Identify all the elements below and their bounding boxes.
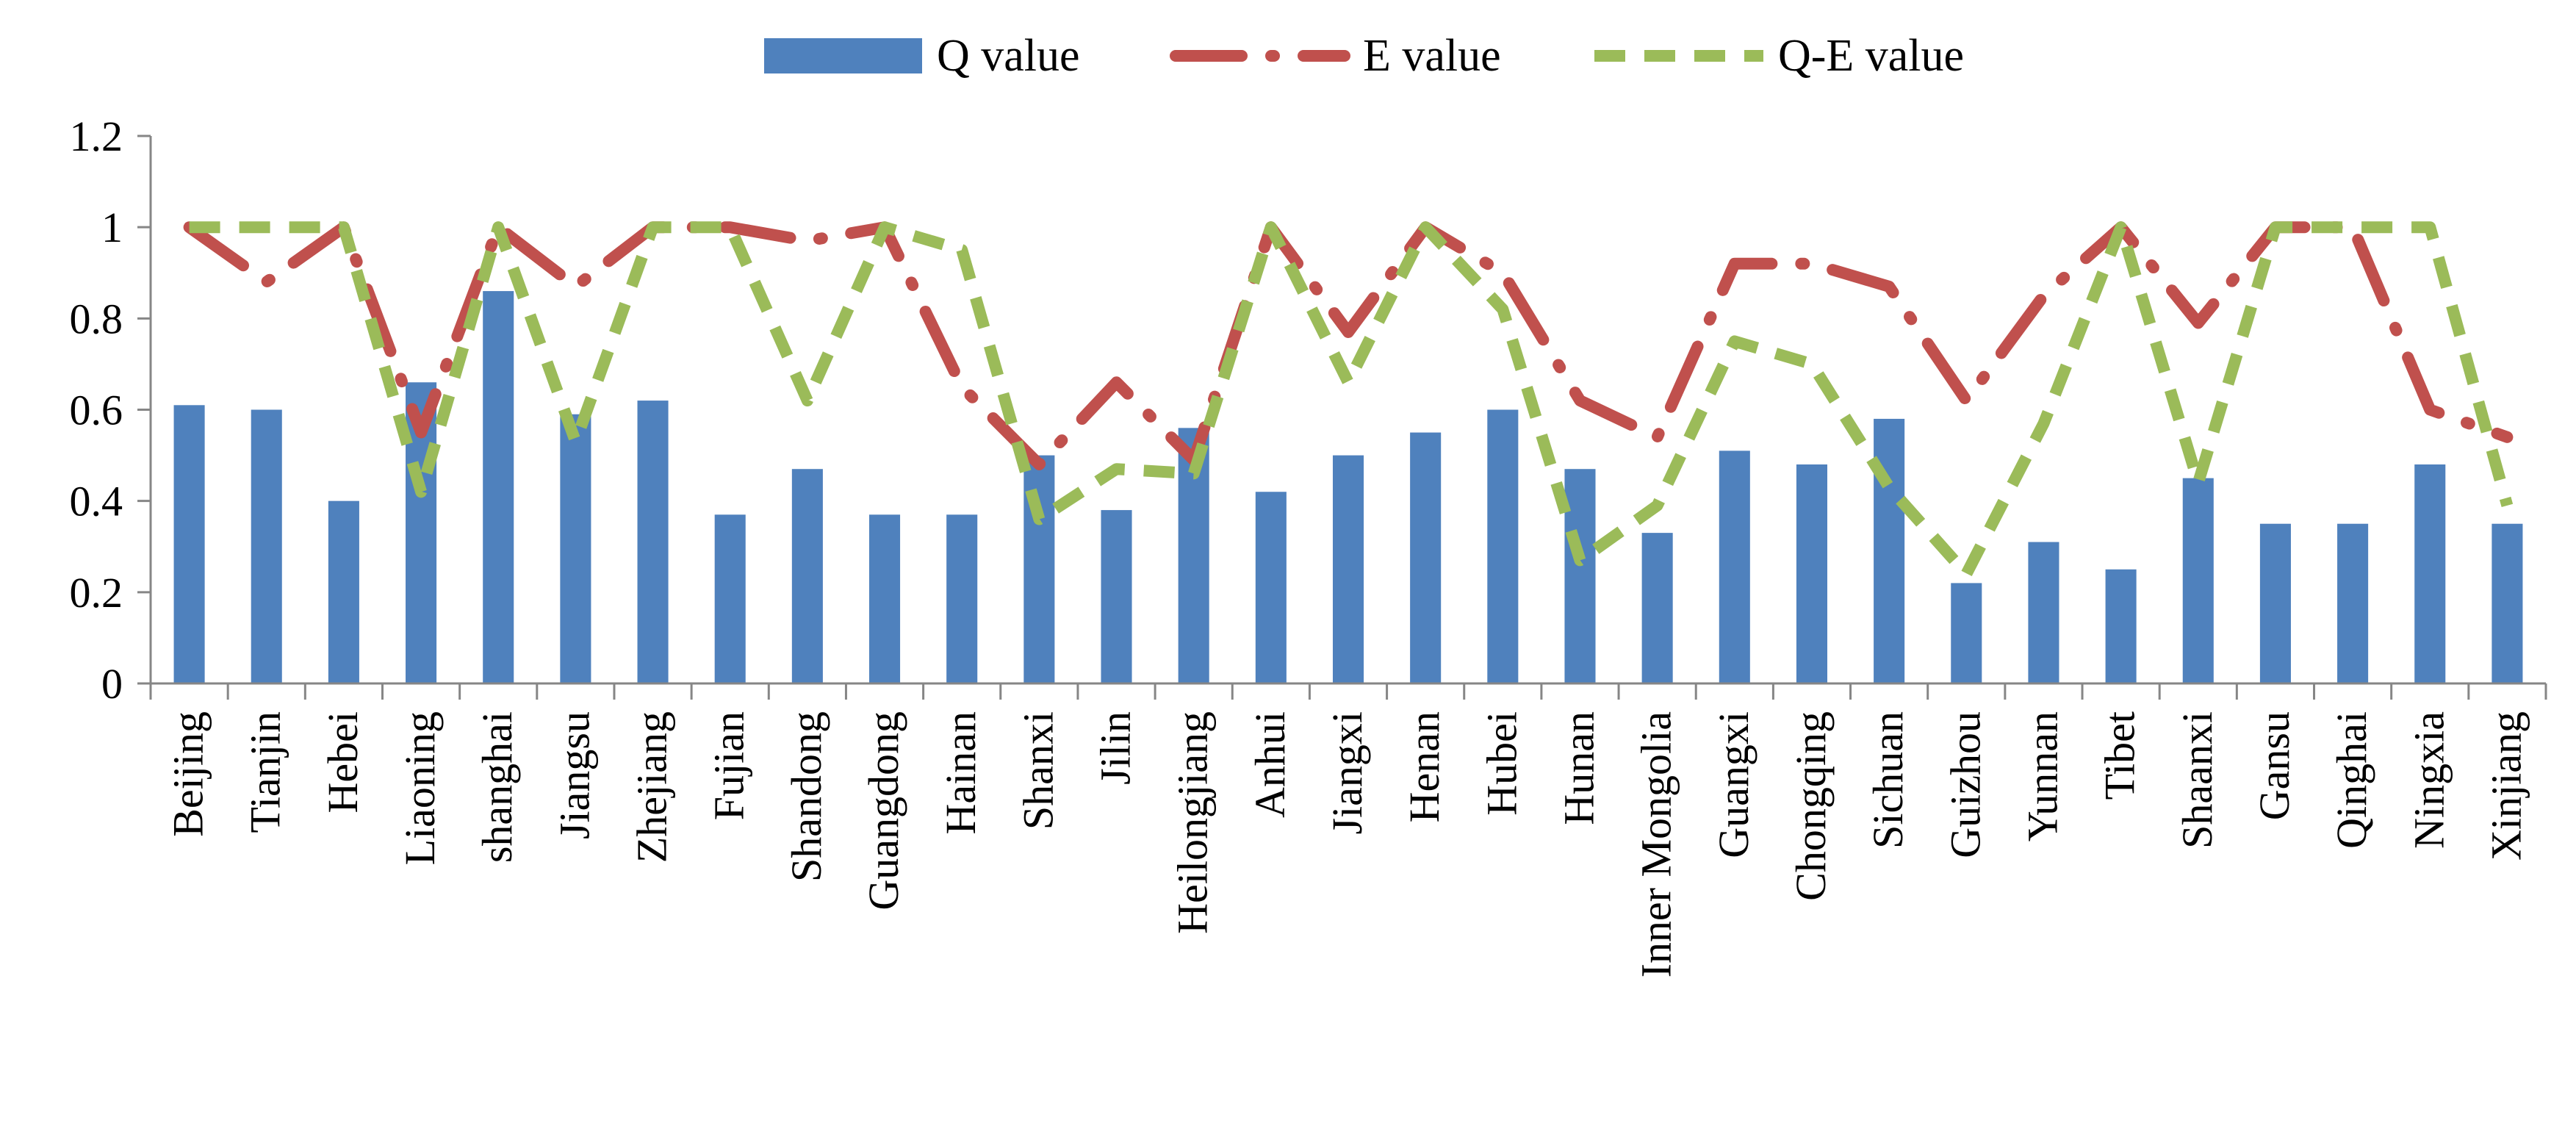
bar-zhejiang xyxy=(637,401,669,683)
x-tick-label-heilongjiang: Heilongjiang xyxy=(1169,711,1217,934)
y-tick-label: 0.2 xyxy=(70,569,123,617)
x-tick-label-henan: Henan xyxy=(1400,711,1448,822)
bar-series-q-value xyxy=(173,291,2523,683)
x-tick-label-guangxi: Guangxi xyxy=(1710,711,1757,858)
x-tick-label-qinghai: Qinghai xyxy=(2328,711,2375,849)
bar-qinghai xyxy=(2337,523,2369,683)
x-tick-label-jiangsu: Jiangsu xyxy=(550,711,598,839)
bar-inner-mongolia xyxy=(1641,533,1673,683)
legend-item-e-value: E value xyxy=(1170,31,1501,81)
legend-item-q-value: Q value xyxy=(764,31,1080,81)
x-tick-label-shanghai: shanghai xyxy=(473,711,521,863)
x-tick-label-fujian: Fujian xyxy=(705,711,753,820)
x-tick-label-hainan: Hainan xyxy=(937,711,985,835)
bar-gansu xyxy=(2259,523,2291,683)
bar-chongqing xyxy=(1796,464,1827,683)
y-tick-label: 0.6 xyxy=(70,387,123,434)
bar-tibet xyxy=(2105,569,2137,683)
bar-hunan xyxy=(1564,469,1596,683)
x-axis: Beijing Tianjin Hebei Liaoning shanghai Jiang… xyxy=(149,682,2547,977)
y-tick-label: 0.8 xyxy=(70,295,123,342)
x-tick-label-tianjin: Tianjin xyxy=(242,711,289,833)
bar-beijing xyxy=(173,405,205,683)
bar-shandong xyxy=(791,469,823,683)
y-axis: 0 0.2 0.4 0.6 0.8 1 1.2 xyxy=(70,112,152,708)
x-tick-label-chongqing: Chongqing xyxy=(1787,711,1835,901)
bar-yunnan xyxy=(2028,542,2059,683)
x-tick-label-jiangxi: Jiangxi xyxy=(1323,711,1371,835)
bar-guangxi xyxy=(1719,450,1750,683)
bar-xinjiang xyxy=(2492,523,2523,683)
line-series xyxy=(183,221,2514,580)
bar-ningxia xyxy=(2414,464,2446,683)
bar-tianjin xyxy=(251,409,282,683)
x-tick-label-gansu: Gansu xyxy=(2251,711,2298,820)
bar-hainan xyxy=(946,514,978,683)
bar-jilin xyxy=(1101,510,1132,683)
bar-hubei xyxy=(1487,409,1519,683)
x-tick-label-hubei: Hubei xyxy=(1478,711,1525,816)
x-tick-label-anhui: Anhui xyxy=(1246,711,1294,818)
legend-label: E value xyxy=(1363,31,1501,81)
bar-sichuan xyxy=(1874,418,1905,683)
x-tick-label-liaoning: Liaoning xyxy=(396,711,444,865)
x-tick-label-sichuan: Sichuan xyxy=(1864,711,1912,849)
x-tick-label-xinjiang: Xinjiang xyxy=(2482,711,2530,861)
x-tick-label-shaanxi: Shaanxi xyxy=(2173,711,2221,849)
x-tick-label-jilin: Jilin xyxy=(1092,711,1140,785)
x-tick-label-inner-mongolia: Inner Mongolia xyxy=(1633,711,1680,977)
bar-shaanxi xyxy=(2182,478,2214,683)
x-tick-label-shanxi: Shanxi xyxy=(1014,711,1062,830)
x-tick-label-guangdong: Guangdong xyxy=(860,711,907,911)
bar-henan xyxy=(1410,432,1442,683)
bar-shanxi xyxy=(1023,455,1055,683)
legend-swatch xyxy=(764,38,922,73)
bar-shanghai xyxy=(483,291,514,683)
x-tick-label-hunan: Hunan xyxy=(1555,711,1602,825)
x-tick-label-zhejiang: Zhejiang xyxy=(628,711,676,863)
y-tick-label: 0 xyxy=(101,660,123,708)
bar-hebei xyxy=(328,500,359,683)
x-tick-label-shandong: Shandong xyxy=(782,711,830,882)
bar-jiangxi xyxy=(1332,455,1364,683)
bar-guizhou xyxy=(1951,583,1982,683)
bar-fujian xyxy=(714,514,746,683)
bar-jiangsu xyxy=(560,414,591,683)
x-tick-label-yunnan: Yunnan xyxy=(2018,711,2066,841)
bar-guangdong xyxy=(869,514,901,683)
line-q-e-value xyxy=(189,221,2514,580)
x-tick-label-ningxia: Ningxia xyxy=(2405,711,2453,849)
legend: Q value E value Q-E value xyxy=(764,31,1964,81)
y-tick-label: 1.2 xyxy=(70,112,123,160)
x-tick-label-hebei: Hebei xyxy=(319,711,367,814)
x-tick-label-tibet: Tibet xyxy=(2096,711,2144,800)
bar-anhui xyxy=(1255,492,1287,683)
y-tick-label: 1 xyxy=(101,204,123,251)
x-tick-label-beijing: Beijing xyxy=(165,711,212,837)
legend-label: Q value xyxy=(937,31,1080,81)
y-tick-label: 0.4 xyxy=(70,478,123,525)
legend-label: Q-E value xyxy=(1778,31,1964,81)
legend-item-q-e-value: Q-E value xyxy=(1594,31,1964,81)
x-tick-label-guizhou: Guizhou xyxy=(1941,711,1989,858)
